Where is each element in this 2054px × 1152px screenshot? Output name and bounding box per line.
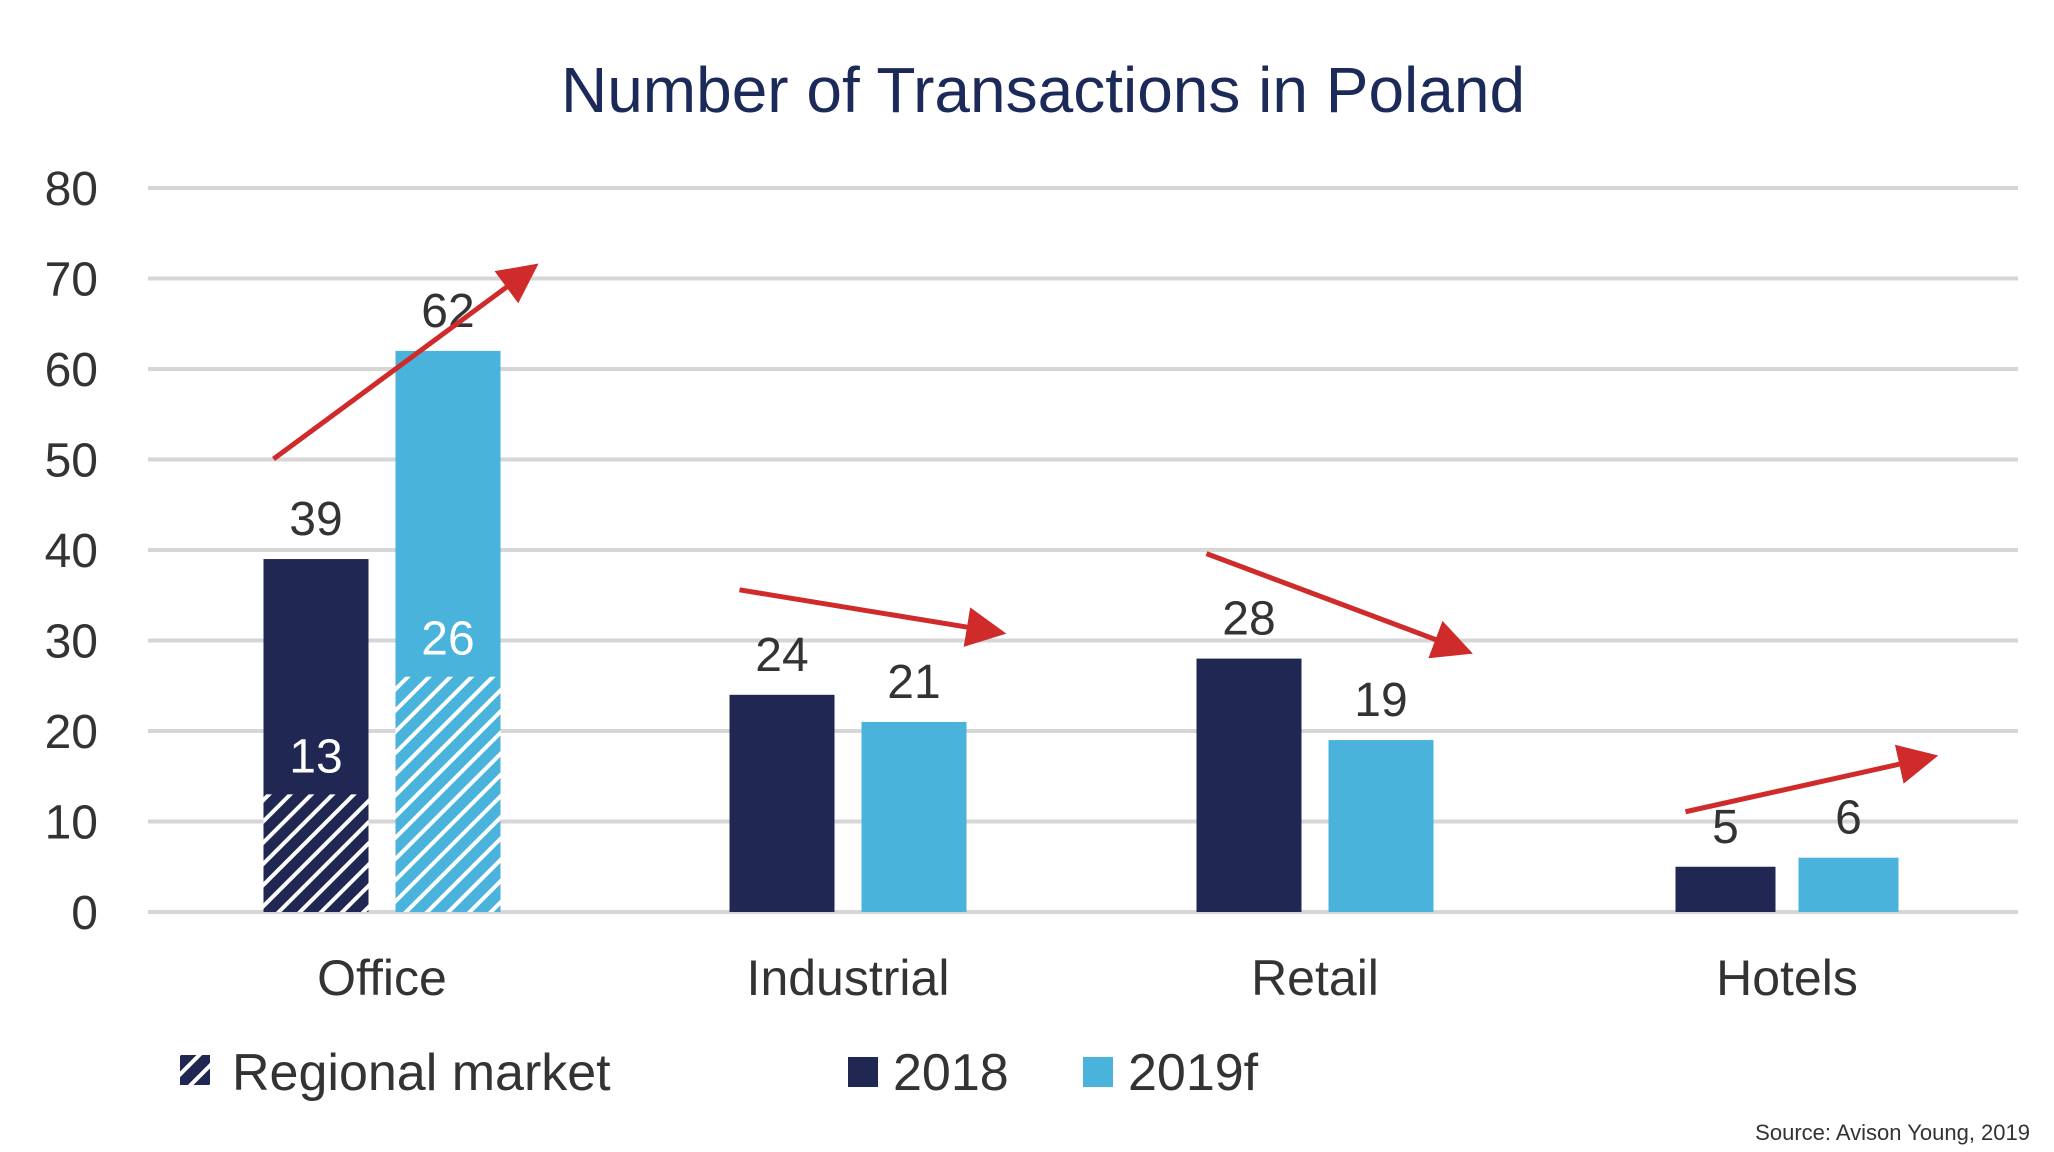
- data-label-regional: 26: [421, 613, 474, 666]
- bar-industrial-2019f: [861, 721, 967, 912]
- data-label: 28: [1222, 593, 1275, 646]
- legend-2018-label: 2018: [893, 1044, 1009, 1102]
- y-tick-label: 80: [45, 163, 98, 216]
- legend-2019f-label: 2019f: [1128, 1044, 1259, 1102]
- bar-regional-2019f: [395, 676, 501, 912]
- data-label: 6: [1835, 792, 1862, 845]
- data-label-regional: 13: [289, 730, 342, 783]
- trend-arrow-office: [272, 263, 539, 462]
- bar-retail-2018: [1196, 658, 1302, 912]
- y-tick-label: 20: [45, 706, 98, 759]
- y-tick-label: 0: [71, 887, 98, 940]
- x-tick-label: Hotels: [1716, 950, 1858, 1006]
- data-label: 19: [1354, 674, 1407, 727]
- y-tick-label: 60: [45, 344, 98, 397]
- y-tick-label: 40: [45, 525, 98, 578]
- chart-title: Number of Transactions in Poland: [561, 54, 1525, 126]
- data-label: 5: [1712, 801, 1739, 854]
- trend-arrow-retail: [1205, 551, 1473, 659]
- legend-2019f-swatch: [1083, 1057, 1113, 1087]
- data-label: 21: [887, 656, 940, 709]
- bar-hotels-2019f: [1798, 857, 1899, 912]
- trend-arrow-hotels: [1684, 744, 1939, 815]
- bar-retail-2019f: [1328, 740, 1434, 912]
- legend-regional-label: Regional market: [232, 1044, 611, 1102]
- bar-regional-2018: [263, 794, 369, 912]
- bar-industrial-2018: [729, 694, 835, 912]
- trend-arrow-industrial: [739, 587, 1007, 647]
- x-tick-label: Retail: [1251, 950, 1379, 1006]
- y-tick-label: 70: [45, 254, 98, 307]
- y-tick-label: 10: [45, 797, 98, 850]
- data-label: 24: [755, 629, 808, 682]
- y-tick-label: 30: [45, 616, 98, 669]
- y-tick-label: 50: [45, 435, 98, 488]
- legend-regional-swatch: [180, 1055, 210, 1085]
- x-tick-label: Office: [317, 950, 447, 1006]
- legend-2018-swatch: [848, 1057, 878, 1087]
- x-tick-label: Industrial: [747, 950, 950, 1006]
- bar-hotels-2018: [1675, 866, 1776, 912]
- data-label: 39: [289, 493, 342, 546]
- source-note: Source: Avison Young, 2019: [1755, 1120, 2030, 1145]
- legend: Regional market 2018 2019f: [180, 1044, 1259, 1102]
